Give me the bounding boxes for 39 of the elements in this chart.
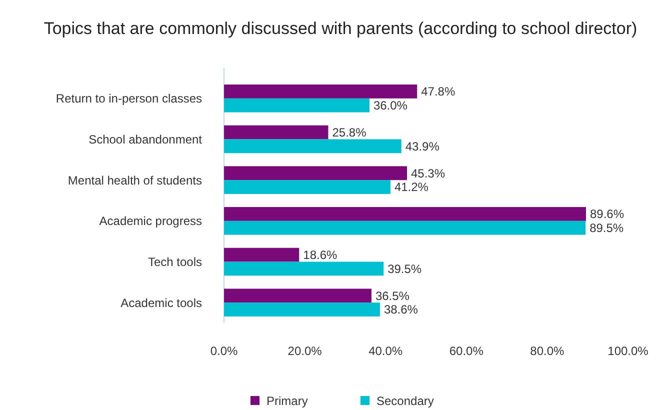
data-label: 45.3%: [411, 166, 446, 180]
y-tick-label: Tech tools: [148, 254, 202, 269]
chart-title: Topics that are commonly discussed with parents (according to school director): [44, 19, 638, 38]
data-label: 18.6%: [303, 248, 338, 262]
data-label: 89.5%: [590, 221, 624, 236]
bar: [224, 166, 408, 180]
bar: [224, 248, 300, 262]
data-label: 47.8%: [421, 84, 456, 99]
bar: [224, 125, 328, 140]
bar: [224, 98, 370, 112]
bar: [224, 302, 380, 316]
x-tick-label: 0.0%: [210, 344, 238, 358]
y-tick-label: Academic tools: [120, 296, 202, 310]
bar: [224, 262, 384, 276]
legend-label: Secondary: [376, 394, 434, 408]
y-tick-label: Mental health of students: [68, 173, 202, 188]
x-tick-label: 60.0%: [449, 344, 484, 358]
x-tick-label: 80.0%: [530, 344, 565, 358]
data-label: 36.0%: [373, 98, 408, 113]
bar: [224, 180, 390, 194]
data-label: 25.8%: [332, 126, 367, 140]
bar: [224, 288, 372, 303]
y-tick-label: Academic progress: [99, 214, 202, 228]
data-label: 36.5%: [375, 288, 410, 303]
data-label: 41.2%: [394, 180, 429, 194]
x-tick-label: 100.0%: [608, 344, 649, 358]
bar: [224, 84, 418, 98]
data-label: 43.9%: [405, 139, 440, 154]
legend-label: Primary: [266, 394, 308, 408]
y-tick-label: Return to in-person classes: [56, 92, 202, 106]
bar: [224, 139, 402, 154]
y-tick-label: School abandonment: [88, 132, 203, 146]
bar: [224, 207, 586, 221]
bar: [224, 220, 586, 235]
data-label: 89.6%: [590, 207, 624, 222]
data-label: 39.5%: [388, 262, 422, 276]
x-tick-label: 40.0%: [368, 344, 403, 358]
data-label: 38.6%: [384, 302, 418, 317]
x-tick-label: 20.0%: [288, 344, 322, 358]
